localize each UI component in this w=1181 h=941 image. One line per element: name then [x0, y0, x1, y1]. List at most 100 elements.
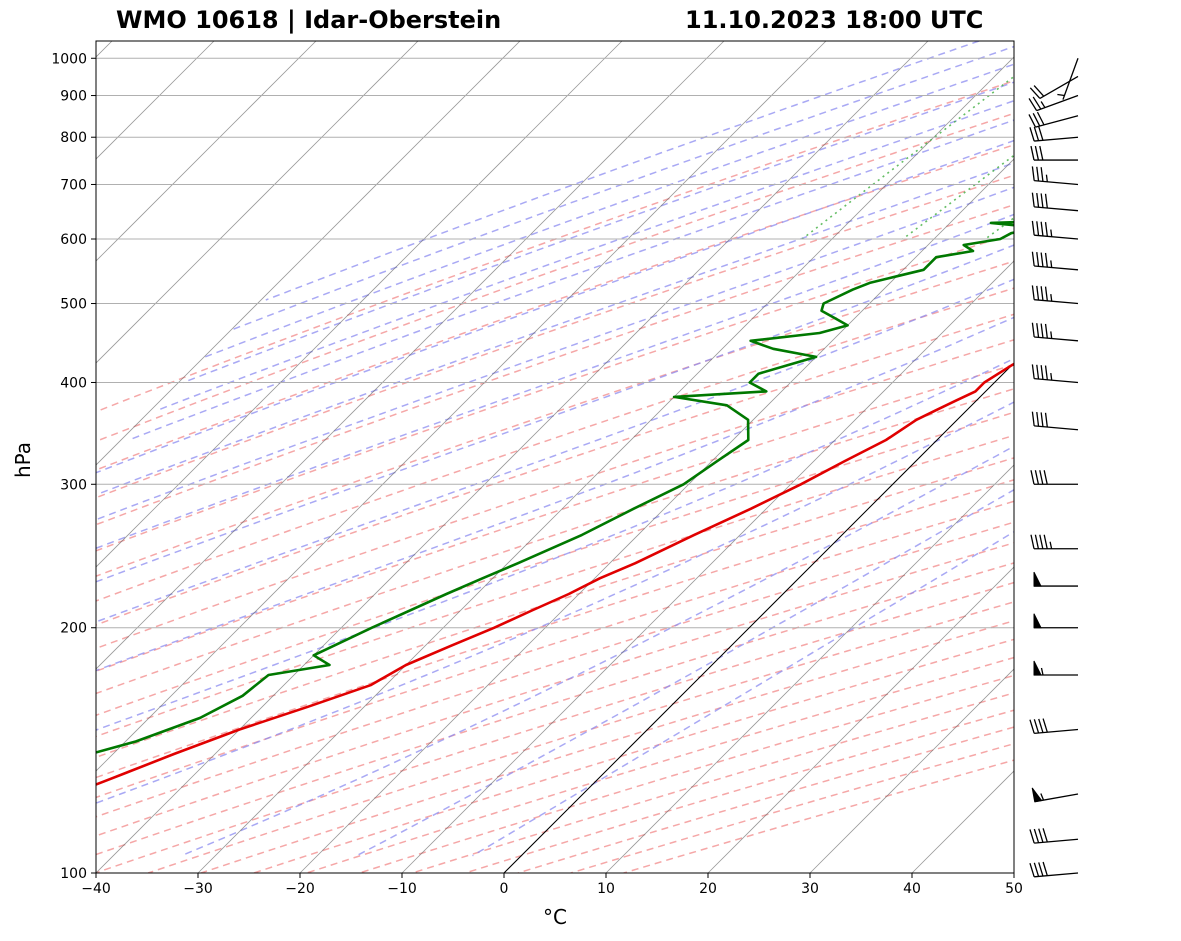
wind-barb-full	[1028, 98, 1038, 111]
wind-barb-full	[1036, 411, 1040, 427]
wind-barb-full	[1040, 252, 1044, 267]
wind-barb-full	[1040, 323, 1044, 338]
y-tick-label: 700	[60, 177, 87, 193]
dry-adiabat	[96, 542, 1014, 837]
wind-barb-full	[1031, 285, 1035, 300]
wind-barb-staff	[1034, 425, 1079, 431]
wind-barb-full	[1030, 534, 1035, 549]
wind-barb-full	[1040, 221, 1044, 237]
moist-adiabat	[96, 139, 1014, 474]
y-tick-label: 600	[60, 232, 87, 248]
wind-barb-full	[1040, 365, 1044, 380]
wind-barb	[1029, 718, 1079, 735]
wind-barb	[1031, 411, 1079, 431]
wind-barb-full	[1044, 286, 1048, 301]
wind-barb-full	[1034, 470, 1040, 485]
wind-barb	[1031, 251, 1079, 271]
wind-barb-full	[1029, 829, 1035, 844]
wind-barb-full	[1031, 220, 1035, 236]
wind-barb-full	[1036, 285, 1040, 301]
wind-barb	[1030, 145, 1078, 161]
wind-barb-staff	[1034, 728, 1079, 735]
isotherm	[96, 41, 419, 364]
moist-adiabat	[181, 445, 1014, 857]
x-tick-label: −40	[81, 881, 111, 897]
mixing-ratio-line	[902, 154, 1014, 240]
dry-adiabat	[412, 692, 1014, 873]
wind-barb	[1031, 166, 1079, 186]
dry-adiabat	[96, 80, 1014, 413]
wind-barb-full	[1044, 193, 1048, 209]
moist-adiabat	[356, 488, 1014, 857]
wind-barbs	[1028, 58, 1079, 878]
wind-barb-half	[1040, 667, 1044, 676]
wind-barb-staff	[1034, 179, 1079, 186]
wind-barb-full	[1033, 862, 1040, 877]
moist-adiabat	[96, 186, 1014, 521]
wind-barb-full	[1038, 126, 1044, 141]
moist-adiabat	[157, 99, 1014, 411]
isotherm	[503, 362, 1014, 873]
mixing-ratio-line	[1074, 41, 1181, 239]
wind-barb-full	[1036, 111, 1045, 126]
wind-barb-staff	[1034, 265, 1079, 271]
moist-adiabat	[128, 119, 1014, 441]
wind-barb-full	[1043, 470, 1048, 485]
wind-barb-half	[1050, 229, 1053, 237]
dry-adiabat	[96, 204, 1014, 526]
x-tick-label: 20	[699, 881, 717, 897]
wind-barb-full	[1040, 193, 1044, 208]
wind-barb-full	[1033, 126, 1040, 141]
isotherm	[299, 158, 1014, 873]
dry-adiabat	[96, 287, 1014, 602]
wind-barb-half	[1057, 93, 1065, 97]
wind-barb	[1029, 828, 1079, 844]
wind-barb-full	[1033, 719, 1040, 734]
dry-adiabat	[517, 726, 1014, 873]
y-tick-label: 200	[60, 621, 87, 637]
wind-barb-full	[1033, 828, 1040, 843]
moist-adiabat	[96, 401, 1014, 804]
y-tick-label: 300	[60, 477, 87, 493]
dry-adiabat	[96, 457, 1014, 759]
wind-barb-flag	[1031, 787, 1043, 803]
moist-adiabat	[96, 316, 1014, 672]
x-tick-label: −20	[285, 881, 315, 897]
wind-barb-full	[1034, 145, 1040, 161]
wind-barb-full	[1031, 251, 1035, 267]
moist-adiabat	[204, 63, 1014, 358]
isotherm	[401, 260, 1014, 873]
dry-adiabat	[96, 144, 1014, 471]
x-axis-label: °C	[543, 905, 567, 929]
wind-barb-flag	[1033, 660, 1042, 676]
y-tick-label: 500	[60, 297, 87, 313]
x-tick-label: −10	[387, 881, 417, 897]
wind-barb-full	[1028, 114, 1037, 128]
mixing-ratio-line	[1151, 41, 1181, 239]
wind-barb	[1029, 126, 1079, 142]
wind-barb-half	[1049, 541, 1053, 549]
wind-barb-full	[1031, 192, 1035, 207]
dry-adiabat	[96, 260, 1014, 577]
isotherm	[605, 464, 1014, 873]
moist-adiabat	[183, 81, 1014, 384]
dry-adiabat	[570, 742, 1014, 873]
y-tick-label: 1000	[51, 51, 87, 67]
wind-barb	[1057, 58, 1079, 100]
wind-barb-full	[1029, 862, 1035, 878]
x-axis-ticks: −40 −30 −20 −10 0 10 20 30 40 50	[81, 873, 1023, 897]
wind-barb-full	[1036, 192, 1040, 208]
wind-barb-full	[1042, 828, 1048, 843]
wind-barb-half	[1050, 294, 1053, 302]
dry-adiabat	[96, 112, 1014, 443]
isotherm	[96, 41, 317, 262]
wind-barb-full	[1043, 534, 1048, 549]
dry-adiabat	[623, 759, 1014, 873]
dry-adiabat	[96, 581, 1014, 873]
wind-barb-full	[1030, 145, 1035, 161]
pressure-gridlines	[96, 57, 1014, 873]
isotherm	[96, 41, 725, 670]
wind-barb-full	[1032, 96, 1042, 110]
chart-title-station: WMO 10618 | Idar-Oberstein	[116, 6, 502, 34]
